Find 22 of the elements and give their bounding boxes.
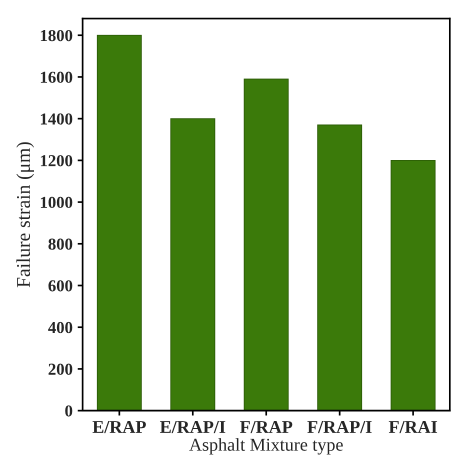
y-tick-label: 1800 [40,30,72,42]
y-tick-label: 600 [48,280,72,292]
x-tick-label: F/RAP [240,420,292,434]
y-tick-label: 1000 [40,196,72,208]
x-tick-label: E/RAP [92,420,146,434]
bar [390,160,436,411]
x-axis-title: Asphalt Mixture type [189,438,343,455]
y-tick-label: 800 [48,238,72,250]
y-tick-label: 1400 [40,113,72,125]
y-tick-label: 0 [65,405,72,417]
y-axis-title: Failure strain (μm) [16,142,34,288]
x-tick-label: F/RAP/I [307,420,372,434]
bar [96,34,142,411]
bar [317,124,362,411]
y-tick-label: 200 [48,364,72,375]
bar [244,78,289,411]
y-tick-label: 400 [48,322,72,334]
x-tick-label: E/RAP/I [160,420,226,434]
x-tick-label: F/RAI [388,420,438,434]
y-tick-label: 1600 [40,72,72,83]
bar [170,118,216,411]
y-tick-label: 1200 [40,155,72,166]
